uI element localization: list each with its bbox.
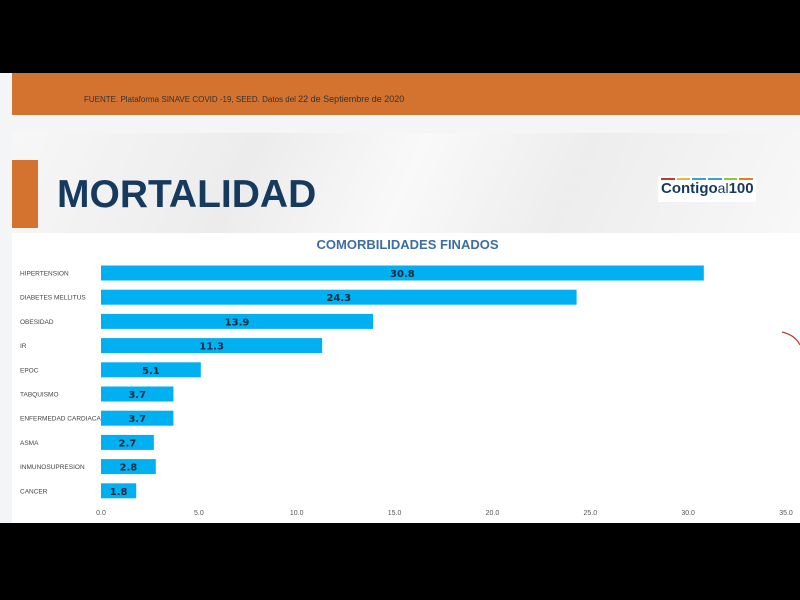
logo-stripe <box>661 178 675 180</box>
bar <box>101 313 374 329</box>
logo-stripe <box>676 178 691 180</box>
category-label: IR <box>20 343 27 350</box>
bar <box>101 362 201 378</box>
bar <box>101 386 174 402</box>
x-tick-label: 35.0 <box>779 510 793 517</box>
x-tick-label: 15.0 <box>388 510 402 517</box>
bar <box>101 265 704 281</box>
x-tick-label: 25.0 <box>583 510 597 517</box>
logo-stripe <box>692 178 707 180</box>
title-accent-bar <box>12 160 38 228</box>
bar <box>101 434 154 450</box>
bar <box>101 483 137 499</box>
decorative-arc <box>781 331 800 346</box>
x-tick-label: 20.0 <box>486 510 500 517</box>
bar <box>101 338 323 354</box>
contigo-logo: Contigoal100 <box>658 176 756 202</box>
x-tick-label: 10.0 <box>290 510 304 517</box>
source-banner: FUENTE. Plataforma SINAVE COVID -19, SEE… <box>12 73 800 115</box>
category-label: OBESIDAD <box>20 319 54 326</box>
category-label: DIABETES MELLITUS <box>20 295 86 302</box>
chart-title: COMORBILIDADES FINADOS <box>316 237 499 252</box>
value-label: 3.7 <box>128 390 146 401</box>
category-label: ASMA <box>20 440 39 447</box>
category-label: EPOC <box>20 367 39 374</box>
bar <box>101 289 577 305</box>
bar <box>101 410 174 426</box>
value-label: 13.9 <box>225 317 250 328</box>
value-label: 5.1 <box>142 366 160 377</box>
page-title: MORTALIDAD <box>57 173 317 216</box>
bar <box>101 459 156 475</box>
category-label: INMUNOSUPRESION <box>20 464 85 471</box>
chart-area <box>12 233 800 523</box>
source-note: FUENTE. Plataforma SINAVE COVID -19, SEE… <box>84 94 405 104</box>
x-tick-label: 30.0 <box>681 510 695 517</box>
value-label: 2.8 <box>120 463 138 474</box>
category-label: HIPERTENSION <box>20 271 69 278</box>
logo-stripe <box>708 178 722 180</box>
category-label: TABQUISMO <box>20 392 59 399</box>
x-tick-label: 5.0 <box>194 510 204 517</box>
logo-stripes <box>661 178 754 180</box>
value-label: 3.7 <box>128 414 146 425</box>
value-label: 24.3 <box>326 293 351 304</box>
logo-stripe <box>723 178 738 180</box>
category-label: ENFERMEDAD CARDIACA <box>20 416 102 423</box>
logo-stripe <box>739 178 754 180</box>
value-label: 2.7 <box>119 438 137 449</box>
category-label: CANCER <box>20 488 48 495</box>
value-label: 30.8 <box>390 269 415 280</box>
value-label: 11.3 <box>199 342 224 353</box>
x-tick-label: 0.0 <box>96 510 106 517</box>
value-label: 1.8 <box>110 487 128 498</box>
